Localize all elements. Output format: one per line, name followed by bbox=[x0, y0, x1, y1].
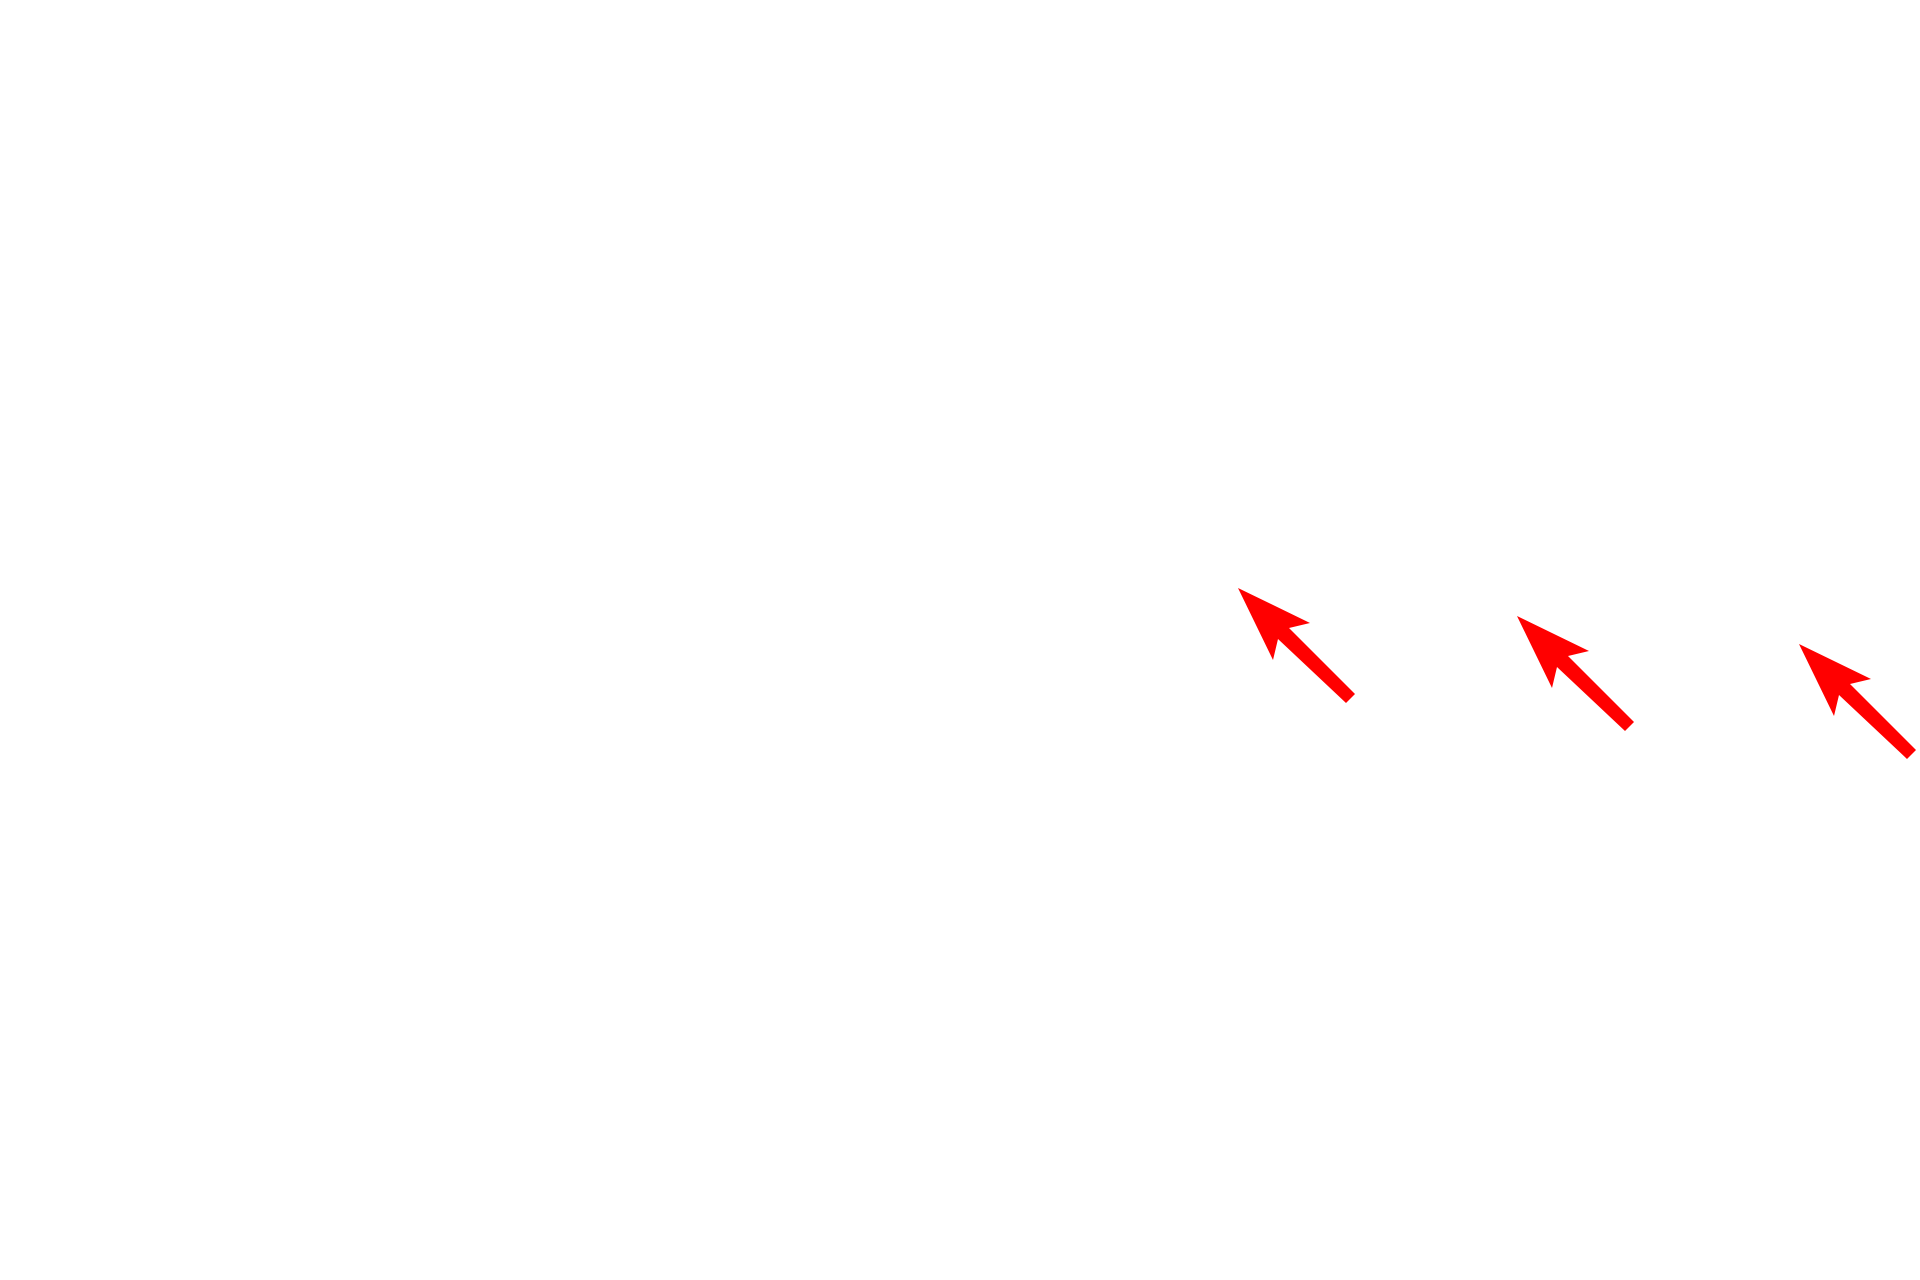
arrow-up-left-icon bbox=[1517, 616, 1634, 731]
arrow-up-left-icon bbox=[1238, 588, 1355, 703]
arrow-up-left-icon bbox=[1799, 644, 1916, 759]
